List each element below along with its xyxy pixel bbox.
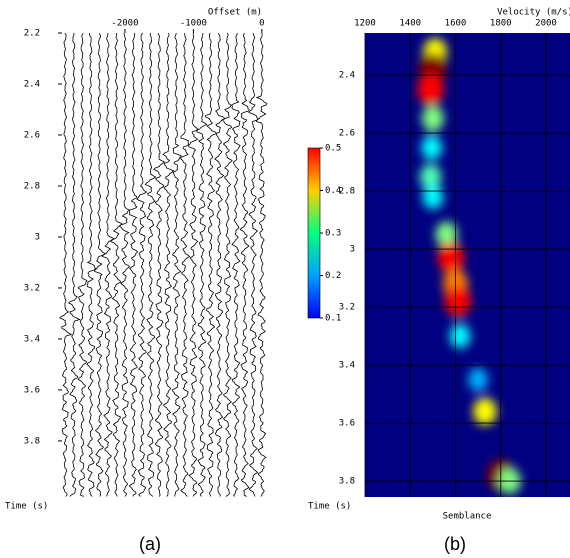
y-tick-label: 3.6 xyxy=(339,419,355,429)
x-tick-label: 1200 xyxy=(354,19,376,29)
y-tick-label: 3 xyxy=(35,232,40,242)
semblance-blob xyxy=(437,242,465,273)
trace xyxy=(86,32,97,497)
x-tick-label: 1400 xyxy=(399,19,421,29)
colorbar xyxy=(307,147,321,319)
trace xyxy=(231,33,241,497)
x-tick-label: 0 xyxy=(259,19,264,29)
semblance-blob xyxy=(422,184,444,210)
trace xyxy=(162,32,175,497)
trace xyxy=(196,32,208,497)
y-tick-label: 3.6 xyxy=(24,385,40,395)
y-tick-label: 3 xyxy=(350,245,355,255)
trace xyxy=(153,32,166,497)
y-tick-label: 3.4 xyxy=(339,361,355,371)
colorbar-tick-label: 0.2 xyxy=(325,271,341,281)
trace xyxy=(102,32,115,497)
x-tick-label: 1600 xyxy=(445,19,467,29)
y-tick-label: 3.4 xyxy=(24,334,40,344)
x-tick-label: 1800 xyxy=(490,19,512,29)
semblance-blob xyxy=(473,397,497,426)
caption: (a) xyxy=(139,534,161,554)
panel-a: -2000 -1000 0 2.2 2.4 2.6 2.8 3 3.2 3.4 3.6 3.8 xyxy=(24,19,268,497)
semblance-blob xyxy=(419,163,442,190)
x-tick-label: -2000 xyxy=(111,19,138,29)
semblance-blob xyxy=(468,367,488,392)
x-axis-label: Velocity (m/s) xyxy=(497,8,570,18)
semblance-blob xyxy=(421,135,442,160)
trace xyxy=(205,32,218,497)
x-tick-label: 2000 xyxy=(535,19,557,29)
trace xyxy=(171,32,183,497)
y-tick-label: 2.4 xyxy=(24,79,40,89)
colorbar-tick-label: 0.1 xyxy=(325,314,341,324)
trace xyxy=(180,32,191,497)
trace xyxy=(239,32,250,497)
x-tick-label: -1000 xyxy=(180,19,207,29)
semblance-blob xyxy=(435,221,458,248)
trace xyxy=(136,32,148,497)
colorbar-label: Semblance xyxy=(443,512,492,522)
trace xyxy=(119,32,131,497)
panel-b: 1200 1400 1600 1800 2000 2.4 2.6 2.8 3 3.2 3.4 3.6 3… xyxy=(320,19,570,497)
trace xyxy=(214,32,226,497)
y-tick-label: 2.2 xyxy=(24,29,40,39)
y-tick-label: 3.2 xyxy=(24,283,40,293)
colorbar-tick-label: 0.5 xyxy=(325,144,341,154)
trace xyxy=(77,32,88,497)
trace xyxy=(94,32,106,497)
y-tick-label: 2.6 xyxy=(24,130,40,140)
trace xyxy=(67,32,81,497)
y-tick-label: 2.4 xyxy=(339,71,355,81)
caption: (b) xyxy=(444,534,466,554)
x-axis-label: Offset (m) xyxy=(208,8,262,18)
y-tick-label: 2.8 xyxy=(339,187,355,197)
trace xyxy=(144,32,157,497)
semblance-blob xyxy=(449,323,471,349)
trace xyxy=(110,33,123,497)
colorbar-tick-label: 0.3 xyxy=(325,229,341,239)
trace xyxy=(248,32,259,497)
y-tick-label: 3.2 xyxy=(339,303,355,313)
trace xyxy=(255,32,268,497)
semblance-blob xyxy=(417,74,444,105)
y-tick-label: 3.8 xyxy=(24,436,40,446)
trace xyxy=(221,32,233,497)
y-tick-label: 2.6 xyxy=(339,129,355,139)
trace xyxy=(188,32,199,497)
colorbar-tick-label: 0.4 xyxy=(325,186,341,196)
y-tick-label: 3.8 xyxy=(339,477,355,487)
trace xyxy=(128,32,139,497)
heatmap-background xyxy=(365,33,570,497)
trace xyxy=(59,32,73,497)
y-axis-label: Time (s) xyxy=(5,502,48,512)
semblance-blob xyxy=(421,105,444,132)
y-axis-label: Time (s) xyxy=(308,502,351,512)
semblance-blob xyxy=(444,286,472,317)
y-tick-label: 2.8 xyxy=(24,181,40,191)
